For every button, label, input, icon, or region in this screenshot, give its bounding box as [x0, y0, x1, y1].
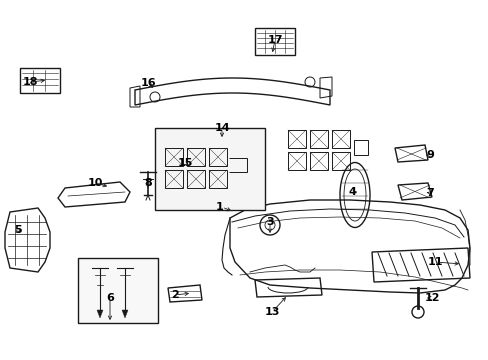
Text: 4: 4 — [347, 187, 355, 197]
Text: 12: 12 — [424, 293, 439, 303]
Bar — [186, 148, 204, 166]
Bar — [331, 152, 349, 170]
Bar — [309, 152, 327, 170]
Text: 17: 17 — [267, 35, 282, 45]
Bar — [331, 130, 349, 148]
Polygon shape — [97, 310, 103, 318]
FancyBboxPatch shape — [155, 128, 264, 210]
Polygon shape — [122, 310, 128, 318]
Text: 16: 16 — [140, 78, 156, 88]
Bar — [208, 148, 226, 166]
Bar — [186, 170, 204, 188]
Bar — [164, 170, 183, 188]
Text: 18: 18 — [22, 77, 38, 87]
Text: 14: 14 — [214, 123, 229, 133]
Bar — [164, 148, 183, 166]
Text: 3: 3 — [265, 217, 273, 227]
Bar — [287, 152, 305, 170]
Text: 8: 8 — [144, 178, 152, 188]
Text: 1: 1 — [216, 202, 224, 212]
Text: 6: 6 — [106, 293, 114, 303]
Bar — [208, 170, 226, 188]
Text: 7: 7 — [425, 188, 433, 198]
FancyBboxPatch shape — [78, 258, 158, 323]
Text: 11: 11 — [427, 257, 442, 267]
Text: 13: 13 — [264, 307, 279, 317]
Bar — [287, 130, 305, 148]
Text: 9: 9 — [425, 150, 433, 160]
Bar — [309, 130, 327, 148]
Text: 15: 15 — [177, 158, 192, 168]
Text: 2: 2 — [171, 290, 179, 300]
Text: 5: 5 — [14, 225, 22, 235]
Text: 10: 10 — [87, 178, 102, 188]
